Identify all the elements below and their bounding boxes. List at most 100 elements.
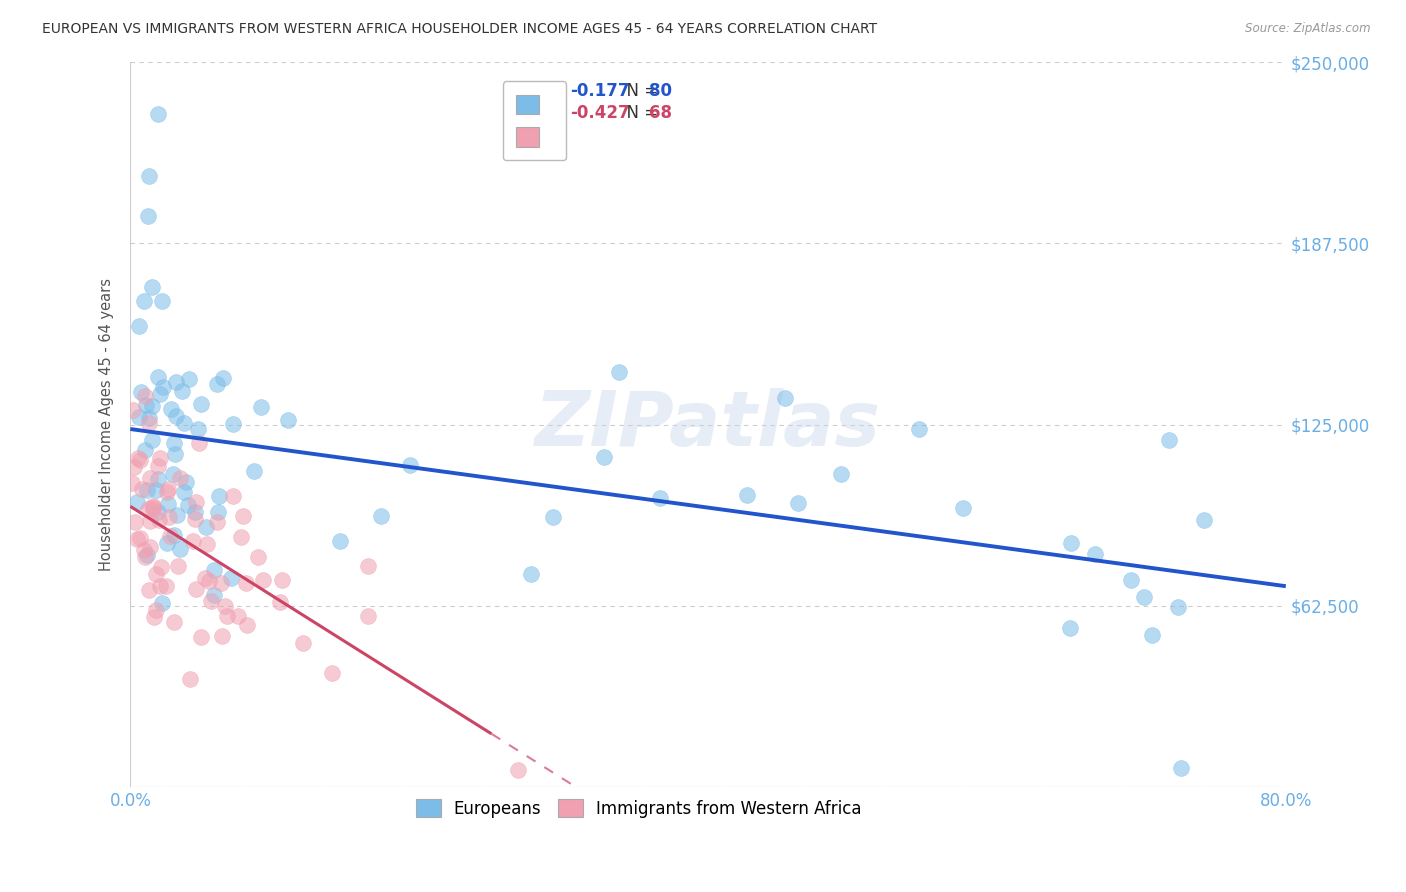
Point: [246, 550, 269, 565]
Point: [252, 573, 274, 587]
Point: [593, 450, 616, 464]
Point: [135, 398, 157, 412]
Point: [145, 603, 167, 617]
Point: [271, 573, 294, 587]
Point: [1192, 513, 1215, 527]
Point: [291, 636, 314, 650]
Point: [128, 319, 150, 334]
Point: [165, 409, 187, 423]
Point: [163, 528, 186, 542]
Point: [159, 402, 181, 417]
Point: [329, 533, 352, 548]
Point: [138, 541, 160, 555]
Point: [277, 412, 299, 426]
Point: [141, 280, 163, 294]
Point: [141, 399, 163, 413]
Point: [173, 485, 195, 500]
Point: [134, 389, 156, 403]
Point: [1084, 547, 1107, 561]
Point: [163, 615, 186, 629]
Point: [125, 533, 148, 547]
Text: N =: N =: [616, 82, 664, 100]
Point: [222, 489, 245, 503]
Point: [202, 588, 225, 602]
Point: [148, 370, 170, 384]
Point: [205, 376, 228, 391]
Point: [399, 458, 422, 473]
Point: [172, 384, 194, 398]
Point: [139, 514, 162, 528]
Point: [124, 516, 146, 530]
Point: [520, 567, 543, 582]
Point: [129, 384, 152, 399]
Point: [607, 365, 630, 379]
Point: [152, 596, 174, 610]
Point: [214, 599, 236, 614]
Point: [134, 549, 156, 564]
Point: [129, 452, 152, 467]
Point: [195, 537, 218, 551]
Point: [1060, 536, 1083, 550]
Point: [142, 610, 165, 624]
Point: [138, 583, 160, 598]
Point: [145, 566, 167, 581]
Point: [138, 169, 160, 183]
Point: [235, 576, 257, 591]
Point: [194, 520, 217, 534]
Legend: Europeans, Immigrants from Western Africa: Europeans, Immigrants from Western Afric…: [408, 790, 870, 826]
Point: [1059, 621, 1081, 635]
Point: [190, 630, 212, 644]
Point: [184, 512, 207, 526]
Point: [162, 467, 184, 481]
Point: [190, 397, 212, 411]
Point: [157, 497, 180, 511]
Text: 68: 68: [650, 103, 672, 122]
Point: [217, 609, 239, 624]
Point: [222, 417, 245, 432]
Point: [197, 574, 219, 588]
Point: [650, 491, 672, 505]
Point: [159, 529, 181, 543]
Point: [176, 498, 198, 512]
Y-axis label: Householder Income Ages 45 - 64 years: Householder Income Ages 45 - 64 years: [100, 278, 114, 571]
Point: [163, 436, 186, 450]
Point: [208, 489, 231, 503]
Point: [156, 536, 179, 550]
Point: [1167, 599, 1189, 614]
Point: [737, 488, 759, 502]
Point: [269, 595, 291, 609]
Point: [908, 422, 931, 436]
Point: [211, 629, 233, 643]
Point: [165, 375, 187, 389]
Point: [1133, 591, 1156, 605]
Point: [184, 582, 207, 596]
Point: [125, 495, 148, 509]
Point: [211, 371, 233, 385]
Point: [183, 533, 205, 548]
Point: [169, 541, 191, 556]
Text: Source: ZipAtlas.com: Source: ZipAtlas.com: [1246, 22, 1371, 36]
Text: -0.177: -0.177: [571, 82, 630, 100]
Point: [242, 464, 264, 478]
Point: [209, 576, 232, 591]
Point: [179, 672, 201, 686]
Point: [129, 531, 152, 545]
Point: [139, 471, 162, 485]
Point: [136, 483, 159, 497]
Point: [250, 401, 273, 415]
Point: [127, 451, 149, 466]
Point: [122, 403, 145, 417]
Text: ZIPatlas: ZIPatlas: [536, 388, 882, 462]
Point: [157, 482, 180, 496]
Point: [1140, 628, 1163, 642]
Point: [830, 467, 852, 481]
Point: [952, 501, 974, 516]
Point: [177, 372, 200, 386]
Point: [194, 571, 217, 585]
Point: [128, 409, 150, 424]
Text: -0.427: -0.427: [571, 103, 630, 122]
Point: [236, 618, 259, 632]
Point: [138, 502, 160, 516]
Text: EUROPEAN VS IMMIGRANTS FROM WESTERN AFRICA HOUSEHOLDER INCOME AGES 45 - 64 YEARS: EUROPEAN VS IMMIGRANTS FROM WESTERN AFRI…: [42, 22, 877, 37]
Point: [163, 447, 186, 461]
